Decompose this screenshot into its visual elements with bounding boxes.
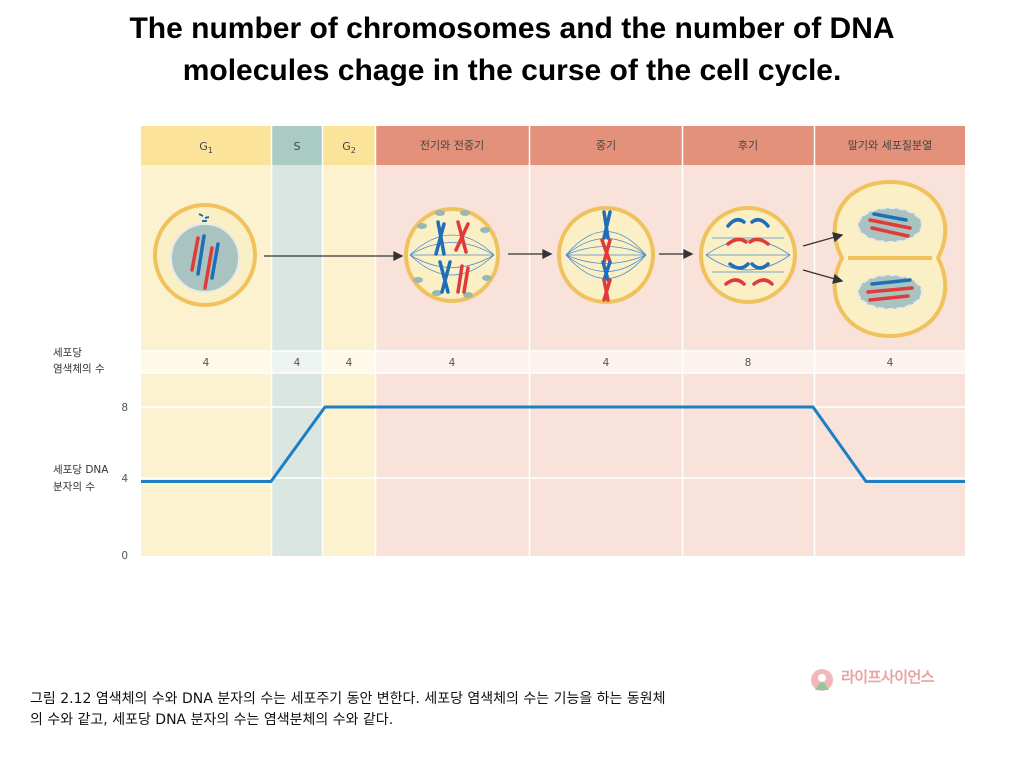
header-label-s: S	[294, 140, 301, 153]
dna-label-2: 분자의 수	[53, 481, 95, 493]
cell-metaphase	[557, 206, 655, 304]
page-title: The number of chromosomes and the number…	[0, 8, 1024, 92]
header-anaphase	[683, 126, 814, 165]
header-metaphase	[530, 126, 682, 165]
y-tick-4: 4	[121, 473, 128, 485]
chromosome-count-row: 4 4 4 4 4 8 4	[141, 350, 965, 374]
header-label-anaphase: 후기	[738, 139, 758, 152]
chromosome-count-telophase: 4	[887, 357, 894, 369]
header-telophase	[815, 126, 965, 165]
header-g2	[323, 126, 375, 165]
publisher-logo: 라이프사이언스	[808, 665, 973, 699]
header-label-g2: G2	[342, 140, 356, 155]
chromosomes-label-2: 염색체의 수	[53, 363, 105, 375]
y-tick-0: 0	[121, 550, 128, 562]
figure-caption: 그림 2.12 염색체의 수와 DNA 분자의 수는 세포주기 동안 변한다. …	[30, 689, 1005, 731]
dna-label-1: 세포당 DNA	[53, 464, 109, 476]
header-label-g1: G1	[199, 140, 213, 155]
phase-headers: G1 S G2 전기와 전중기 중기 후기 말기와 세포질분열	[141, 126, 965, 165]
logo-text: 라이프사이언스	[841, 668, 935, 686]
chromosome-count-anaphase: 8	[745, 357, 752, 369]
cell-g1-interphase	[153, 203, 257, 307]
phase-arrows	[264, 232, 844, 284]
header-g1	[141, 126, 271, 165]
chromosomes-label-1: 세포당	[53, 347, 82, 359]
header-label-prophase: 전기와 전중기	[420, 139, 484, 152]
flower-logo-icon	[811, 669, 833, 691]
column-dividers	[270, 126, 816, 556]
header-prophase	[376, 126, 529, 165]
chromosome-count-s: 4	[294, 357, 301, 369]
chromosome-count-g1: 4	[203, 357, 210, 369]
caption-line-1: 그림 2.12 염색체의 수와 DNA 분자의 수는 세포주기 동안 변한다. …	[30, 691, 666, 707]
cell-prophase	[404, 207, 500, 303]
cell-anaphase	[699, 206, 797, 304]
cell-cycle-figure: G1 S G2 전기와 전중기 중기 후기 말기와 세포질분열	[53, 126, 965, 562]
header-label-metaphase: 중기	[596, 139, 616, 152]
cell-telophase	[832, 179, 948, 339]
chromosome-count-metaphase: 4	[603, 357, 610, 369]
header-label-telophase: 말기와 세포질분열	[848, 139, 932, 152]
title-line-1: The number of chromosomes and the number…	[129, 12, 895, 45]
title-line-2: molecules chage in the curse of the cell…	[182, 54, 842, 87]
chromosome-count-prophase: 4	[449, 357, 456, 369]
header-s	[272, 126, 322, 165]
chromosome-count-g2: 4	[346, 357, 353, 369]
y-tick-8: 8	[121, 402, 128, 414]
caption-line-2: 의 수와 같고, 세포당 DNA 분자의 수는 염색분체의 수와 같다.	[30, 712, 394, 728]
dna-count-line	[141, 405, 965, 483]
